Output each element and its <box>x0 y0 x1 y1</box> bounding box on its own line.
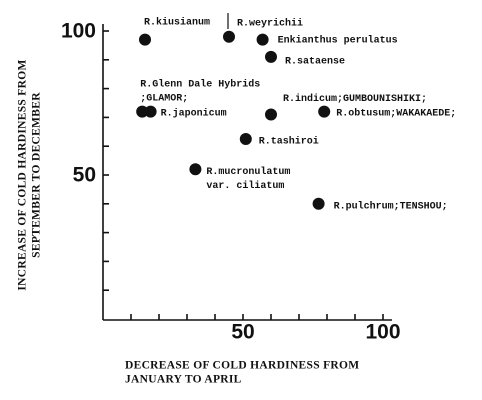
point-label: R.indicum;GUMBOUNISHIKI; <box>283 93 427 105</box>
point <box>239 133 252 145</box>
point <box>223 30 235 43</box>
y-axis-title: INCREASE OF COLD HARDINESS FROM <box>17 59 29 290</box>
point-label: ;GLAMOR; <box>140 93 188 104</box>
point-label: R.weyrichii <box>237 17 303 29</box>
point-label: R.kiusianum <box>144 16 210 28</box>
point <box>144 105 157 118</box>
point <box>139 33 151 46</box>
point <box>265 108 277 121</box>
point-label: R.mucronulatum <box>206 166 290 178</box>
point-label: R.japonicum <box>161 107 227 119</box>
point-label: R.tashiroi <box>259 136 319 148</box>
point <box>312 197 325 210</box>
point <box>189 163 202 176</box>
point-label: R.obtusum;WAKAKAEDE; <box>336 107 456 119</box>
point-label: R.pulchrum;TENSHOU; <box>334 200 448 212</box>
x-tick-label: 100 <box>365 321 400 344</box>
point <box>256 33 269 46</box>
x-axis-title: JANUARY TO APRIL <box>125 374 242 386</box>
y-tick-label: 100 <box>61 20 96 43</box>
y-axis-title: SEPTEMBER TO DECEMBER <box>31 92 43 258</box>
x-tick-label: 50 <box>231 321 254 344</box>
point-label: R.Glenn Dale Hybrids <box>140 78 260 90</box>
point <box>136 105 149 118</box>
y-tick-label: 50 <box>73 164 96 187</box>
point-label: var. ciliatum <box>206 180 284 192</box>
point-label: Enkianthus perulatus <box>278 34 398 46</box>
x-axis-title: DECREASE OF COLD HARDINESS FROM <box>125 360 359 372</box>
point-label: R.sataense <box>285 57 345 68</box>
point <box>318 105 331 118</box>
point <box>265 50 277 63</box>
